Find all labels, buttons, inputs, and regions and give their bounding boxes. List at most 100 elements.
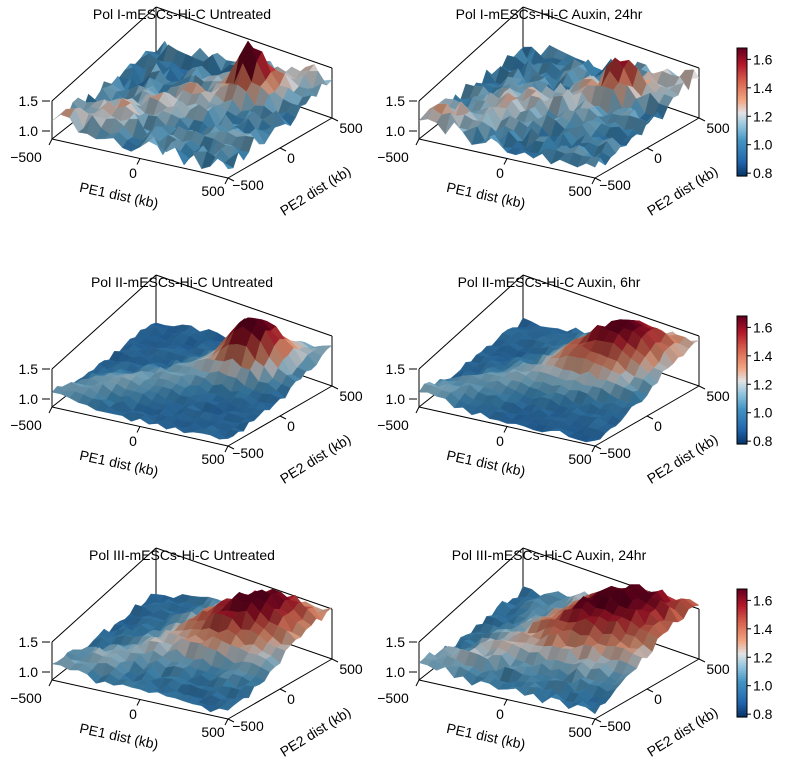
y-tick (646, 147, 654, 152)
colorbar-cell (737, 88, 747, 91)
colorbar-cell (737, 360, 747, 363)
colorbar: 1.6 1.4 1.2 1.0 0.8 (736, 315, 773, 449)
y-tick (227, 445, 235, 450)
colorbar-cell (737, 386, 747, 389)
colorbar-cell (737, 402, 747, 405)
colorbar-cell (737, 322, 747, 325)
x-tick-label: −500 (377, 690, 409, 706)
x-tick-label: 0 (129, 706, 137, 722)
colorbar-tick-label: 1.4 (753, 80, 773, 96)
y-tick (331, 658, 339, 663)
colorbar-cell (737, 603, 747, 606)
colorbar-cell (737, 122, 747, 125)
colorbar-cell (737, 693, 747, 696)
colorbar-cell (737, 356, 747, 359)
colorbar-cell (737, 683, 747, 686)
colorbar-cell (737, 142, 747, 145)
colorbar-cell (737, 60, 747, 63)
z-tick-label: 1.0 (386, 664, 406, 680)
colorbar-cell (737, 627, 747, 630)
colorbar-cell (737, 318, 747, 321)
colorbar-cell (737, 713, 747, 716)
colorbar-cell (737, 320, 747, 323)
x-tick (224, 445, 229, 453)
y-tick (698, 658, 706, 663)
colorbar-cell (737, 615, 747, 618)
colorbar-cell (737, 358, 747, 361)
axis-box-edge (155, 6, 333, 69)
colorbar-cell (737, 617, 747, 620)
colorbar-cell (737, 645, 747, 648)
colorbar-cell (737, 334, 747, 337)
colorbar-tick-label: 1.6 (753, 319, 773, 335)
colorbar-cell (737, 106, 747, 109)
colorbar-cell (737, 128, 747, 131)
colorbar-cell (737, 400, 747, 403)
y-tick-label: −500 (599, 177, 631, 193)
z-tick-label: 1.5 (19, 93, 39, 109)
colorbar-cell (737, 436, 747, 439)
colorbar-cell (737, 641, 747, 644)
colorbar-frame (736, 588, 748, 718)
colorbar-cell (737, 78, 747, 81)
axis-box-edge (51, 547, 157, 643)
colorbar-tick-label: 1.6 (753, 51, 773, 67)
colorbar-cell (737, 98, 747, 101)
colorbar-cell (737, 378, 747, 381)
x-tick (48, 406, 53, 414)
colorbar-cell (737, 591, 747, 594)
y-tick-label: −500 (232, 445, 264, 461)
y-tick (646, 688, 654, 693)
colorbar-cell (737, 597, 747, 600)
y-tick-label: −500 (599, 445, 631, 461)
surface (51, 588, 333, 713)
z-tick-label: 1.0 (386, 123, 406, 139)
colorbar-cell (737, 94, 747, 97)
colorbar-cell (737, 114, 747, 117)
surface (418, 584, 700, 715)
colorbar-cell (737, 328, 747, 331)
axis-box-edge (418, 6, 524, 102)
colorbar-cell (737, 671, 747, 674)
colorbar-cell (737, 424, 747, 427)
colorbar-cell (737, 366, 747, 369)
colorbar-cell (737, 711, 747, 714)
colorbar-tick-label: 1.0 (753, 405, 773, 421)
colorbar-cell (737, 669, 747, 672)
x-tick-label: −500 (10, 417, 42, 433)
colorbar-cell (737, 707, 747, 710)
colorbar-cell (737, 132, 747, 135)
x-tick (503, 699, 508, 706)
x-tick (503, 426, 508, 433)
axis-box-edge (522, 274, 700, 337)
z-tick-label: 1.0 (19, 391, 39, 407)
colorbar-cell (737, 82, 747, 85)
colorbar-cell (737, 699, 747, 702)
colorbar-cell (737, 342, 747, 345)
colorbar-cell (737, 649, 747, 652)
colorbar-cell (737, 609, 747, 612)
colorbar-cell (737, 118, 747, 121)
colorbar-cell (737, 665, 747, 668)
colorbar-cell (737, 76, 747, 79)
colorbar-cell (737, 126, 747, 129)
axis-box-edge (418, 274, 524, 370)
x-tick (224, 718, 229, 726)
colorbar-cell (737, 70, 747, 73)
colorbar-cell (737, 380, 747, 383)
y-tick (698, 117, 706, 122)
colorbar-cell (737, 390, 747, 393)
colorbar-cell (737, 344, 747, 347)
colorbar-cell (737, 629, 747, 632)
colorbar-tick-label: 1.4 (753, 621, 773, 637)
colorbar-cell (737, 148, 747, 151)
z-tick-label: 1.5 (386, 93, 406, 109)
x-tick-label: 0 (129, 433, 137, 449)
colorbar-cell (737, 667, 747, 670)
colorbar-cell (737, 316, 747, 319)
surface-facet (219, 436, 234, 440)
colorbar-cell (737, 685, 747, 688)
surface-panel: Pol II-mESCs-Hi-C Auxin, 6hr 1.0 1.5 −500 0 5… (377, 274, 772, 487)
colorbar-cell (737, 90, 747, 93)
colorbar-cell (737, 647, 747, 650)
